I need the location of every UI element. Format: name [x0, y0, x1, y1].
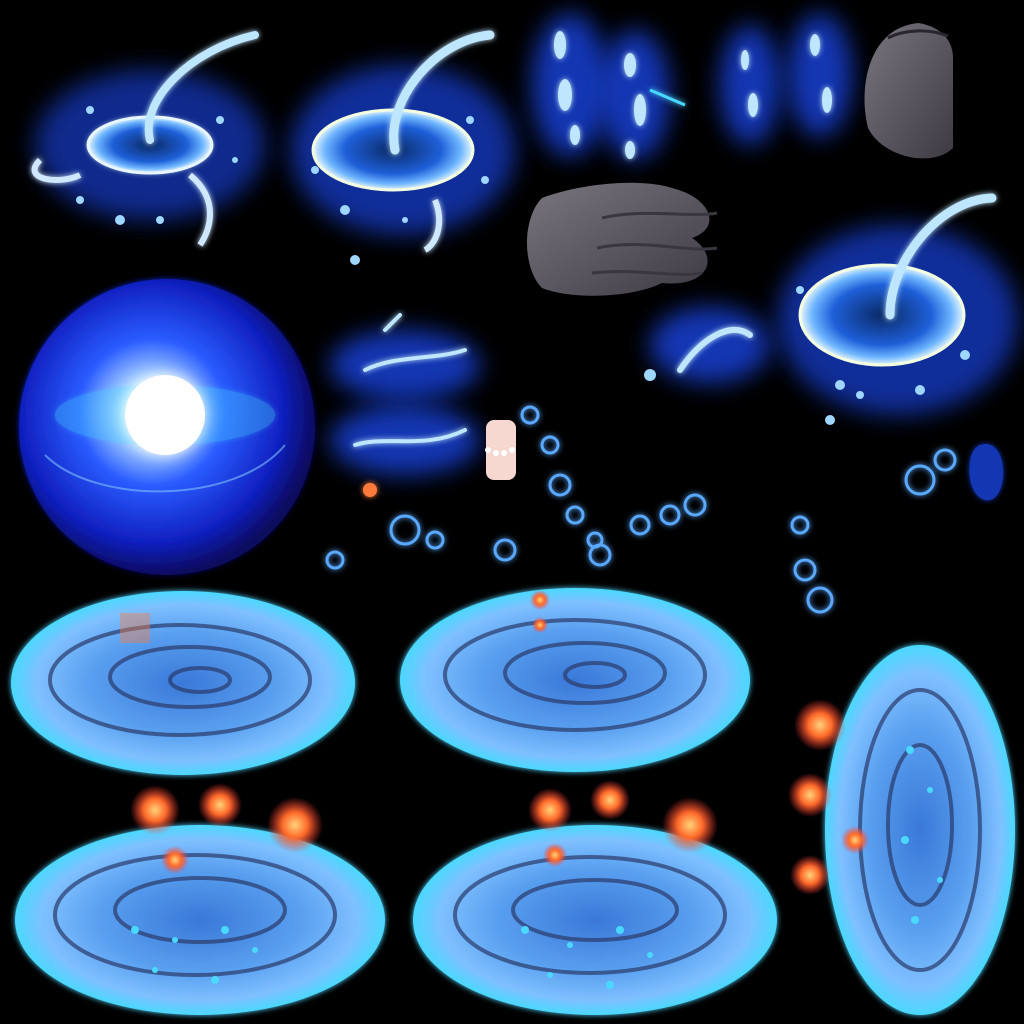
water-streak-small [644, 307, 770, 383]
splash-ring-3 [778, 193, 1018, 425]
energy-orb [19, 279, 315, 575]
whirlpool-1 [11, 591, 355, 775]
smoke-puff [864, 23, 953, 159]
water-droplets-left [532, 13, 686, 160]
splash-ring-1 [31, 31, 265, 247]
smoke-trail [527, 182, 718, 296]
whirlpool-fire-tall [788, 645, 1015, 1015]
whirlpool-fire-1 [15, 783, 385, 1015]
water-streaks [330, 313, 480, 475]
whirlpool-2 [400, 588, 750, 772]
water-droplets-right [720, 13, 852, 145]
pearl-bracelet [485, 420, 516, 480]
splash-ring-2 [291, 30, 515, 265]
whirlpool-fire-2 [413, 780, 777, 1015]
small-bubbles [325, 405, 1004, 614]
